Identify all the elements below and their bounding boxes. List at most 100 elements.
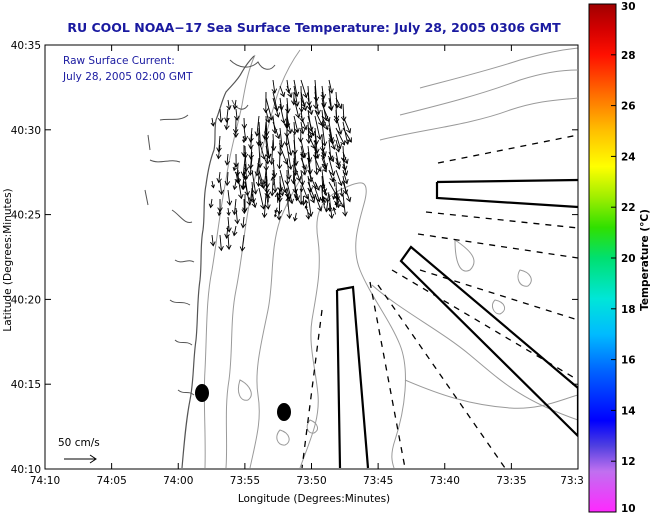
scale-arrow (64, 454, 97, 464)
current-vector (258, 187, 265, 209)
current-vector-head (329, 156, 335, 163)
current-vector (272, 121, 280, 139)
current-vector (225, 117, 229, 130)
bathymetry-contour (237, 379, 318, 446)
current-vector-head (276, 209, 283, 215)
current-vector (265, 187, 269, 209)
current-vector (342, 181, 351, 202)
current-vector (321, 163, 327, 172)
current-vector-head (346, 128, 352, 134)
current-vector-head (293, 193, 299, 199)
current-vector (342, 175, 347, 194)
current-vector-head (282, 187, 288, 194)
current-vector (342, 151, 348, 164)
current-vector-head (217, 207, 223, 213)
x-tick-label: 73:45 (363, 475, 393, 487)
current-vector-head (239, 246, 246, 252)
y-tick-label: 40:25 (11, 210, 41, 222)
annotation-line-1: Raw Surface Current: (63, 55, 175, 67)
current-vector-head (233, 162, 239, 168)
current-vector (321, 145, 326, 157)
current-vector-head (233, 132, 239, 138)
current-vector (235, 171, 239, 183)
bathymetry-contour (299, 182, 406, 469)
y-axis-label: Latitude (Degrees:Minutes) (2, 188, 14, 331)
current-vector (241, 234, 245, 251)
current-vector (237, 175, 242, 199)
current-vector (293, 151, 297, 176)
current-vector-head (261, 212, 268, 219)
current-vector (271, 139, 274, 165)
current-vector-head (260, 204, 266, 210)
current-vector-head (301, 170, 308, 176)
current-vector-head (224, 160, 231, 166)
current-vector (342, 193, 346, 216)
current-vector (293, 121, 296, 135)
current-vector-head (315, 185, 320, 191)
current-vector (227, 207, 230, 216)
current-vector (293, 79, 298, 97)
current-vector (342, 157, 346, 171)
current-vector-head (329, 170, 336, 177)
current-vector (264, 169, 267, 184)
current-vector-head (307, 177, 314, 183)
current-vector (219, 234, 222, 251)
current-vector (286, 157, 290, 180)
current-vector (307, 181, 315, 199)
current-vector (300, 115, 307, 130)
current-vector-head (285, 108, 291, 114)
current-vector (272, 177, 274, 186)
current-vector (235, 207, 238, 224)
current-vector (321, 85, 325, 99)
current-vector (242, 157, 246, 176)
current-vector (258, 139, 265, 160)
current-vector (336, 190, 339, 201)
current-vector-head (280, 91, 286, 98)
current-vector-head (218, 245, 224, 252)
current-vector-head (217, 212, 222, 217)
current-vector (335, 97, 342, 109)
current-vector (314, 145, 319, 159)
current-vector-head (295, 198, 299, 202)
current-vector (328, 151, 334, 162)
bathymetry-contour (454, 239, 532, 315)
x-axis-ticks: 74:10 74:05 74:00 73:55 73:50 73:45 73:40 73:35… (30, 45, 584, 487)
current-vector-head (337, 180, 343, 187)
current-vector (321, 151, 327, 168)
y-axis-ticks: 40:35 40:30 40:25 40:20 40:15 40:10 (11, 40, 578, 476)
current-vector-head (270, 176, 276, 181)
current-vector-head (302, 124, 308, 131)
x-tick-label: 73:50 (296, 475, 326, 487)
plot-area (144, 47, 578, 469)
current-vector-head (240, 223, 247, 229)
current-vector-head (208, 203, 214, 209)
current-vector (293, 97, 300, 118)
current-vector (314, 109, 323, 126)
current-vector (242, 180, 245, 190)
current-vector-head (278, 105, 284, 111)
current-vector (342, 163, 348, 176)
x-tick-label: 73:3 (560, 475, 584, 487)
current-vector (279, 97, 283, 110)
coastline-harbor (229, 59, 276, 110)
current-vector-head (342, 211, 348, 217)
current-vector (227, 216, 230, 232)
solid-strips (335, 178, 578, 469)
current-vector-head (331, 177, 337, 183)
current-vector-head (217, 117, 224, 123)
current-vector-head (340, 140, 346, 146)
current-vector (286, 181, 293, 204)
current-vector (314, 187, 321, 202)
current-vector (279, 169, 287, 193)
current-vector (307, 151, 311, 174)
current-vector-head (343, 178, 349, 185)
current-vector-head (330, 144, 336, 150)
current-vector (249, 151, 253, 169)
current-vector-head (333, 118, 340, 124)
current-vector (300, 157, 307, 170)
current-vector-head (322, 167, 327, 173)
current-vector-head (294, 127, 300, 134)
current-vector-head (315, 109, 321, 116)
current-vector (300, 97, 306, 107)
current-vector (264, 121, 267, 139)
